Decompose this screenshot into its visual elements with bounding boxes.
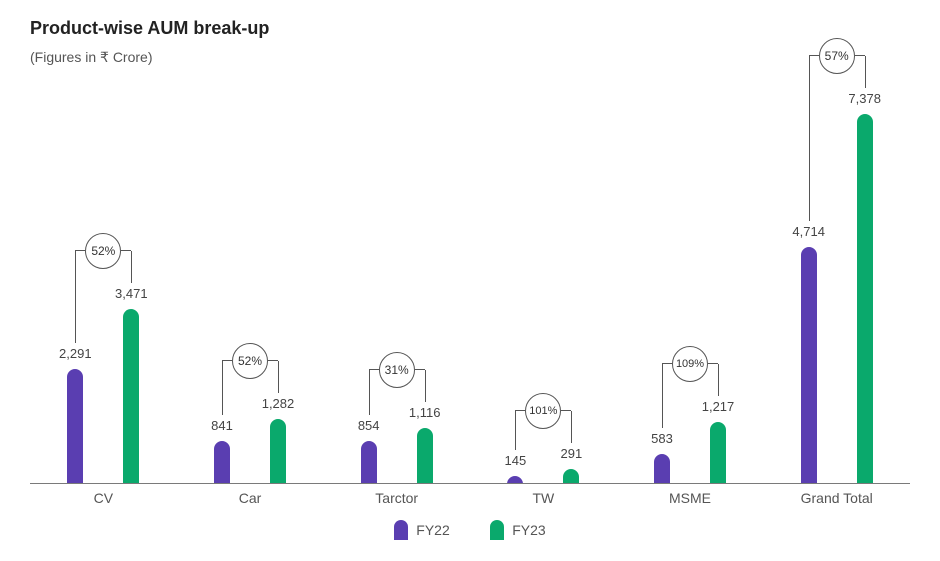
connector bbox=[75, 251, 76, 342]
bar-fy22 bbox=[361, 441, 377, 484]
bar-value-fy23: 7,378 bbox=[835, 91, 895, 106]
connector bbox=[369, 369, 379, 370]
category-label: CV bbox=[30, 484, 177, 514]
bar-value-fy22: 4,714 bbox=[779, 224, 839, 239]
bar-fy22 bbox=[214, 441, 230, 483]
chart-title: Product-wise AUM break-up bbox=[30, 18, 910, 39]
growth-bubble: 57% bbox=[819, 38, 855, 74]
aum-chart: 2,291 3,471 52% 841 1,282 52% 8541,116 31% 14529… bbox=[30, 84, 910, 514]
growth-bubble: 52% bbox=[232, 343, 268, 379]
bar-fy22 bbox=[67, 369, 83, 484]
legend-label-fy23: FY23 bbox=[512, 522, 545, 538]
connector bbox=[425, 370, 426, 402]
connector bbox=[708, 363, 718, 364]
bar-value-fy23: 3,471 bbox=[101, 286, 161, 301]
bar-value-fy22: 145 bbox=[485, 453, 545, 468]
bar-fy23 bbox=[710, 422, 726, 483]
growth-bubble: 52% bbox=[85, 233, 121, 269]
connector bbox=[222, 361, 223, 415]
connector bbox=[561, 410, 571, 411]
connector bbox=[369, 370, 370, 415]
growth-bubble: 101% bbox=[525, 393, 561, 429]
bar-fy23 bbox=[563, 469, 579, 484]
bar-groups: 2,291 3,471 52% 841 1,282 52% 8541,116 31% 14529… bbox=[30, 84, 910, 484]
legend-swatch-fy22 bbox=[394, 520, 408, 540]
bar-fy23 bbox=[270, 419, 286, 483]
category-label: MSME bbox=[617, 484, 764, 514]
bar-value-fy23: 1,282 bbox=[248, 396, 308, 411]
bar-fy23 bbox=[417, 428, 433, 484]
connector bbox=[515, 411, 516, 450]
category-group: 145291 101% bbox=[470, 84, 617, 484]
chart-subtitle: (Figures in ₹ Crore) bbox=[30, 49, 910, 66]
category-label: Car bbox=[177, 484, 324, 514]
connector bbox=[268, 360, 278, 361]
category-labels: CVCarTarctorTWMSMEGrand Total bbox=[30, 484, 910, 514]
bar-value-fy22: 854 bbox=[339, 418, 399, 433]
legend-label-fy22: FY22 bbox=[416, 522, 449, 538]
connector bbox=[222, 360, 232, 361]
connector bbox=[855, 55, 865, 56]
legend: FY22 FY23 bbox=[30, 520, 910, 545]
bar-fy22 bbox=[801, 247, 817, 483]
bar-fy23 bbox=[123, 309, 139, 483]
connector bbox=[75, 250, 85, 251]
legend-swatch-fy23 bbox=[490, 520, 504, 540]
connector bbox=[131, 251, 132, 283]
bar-value-fy23: 1,217 bbox=[688, 399, 748, 414]
category-group: 583 1,217 109% bbox=[617, 84, 764, 484]
category-group: 841 1,282 52% bbox=[177, 84, 324, 484]
legend-item-fy22: FY22 bbox=[394, 520, 449, 540]
connector bbox=[809, 56, 810, 222]
bar-value-fy23: 291 bbox=[541, 446, 601, 461]
category-label: TW bbox=[470, 484, 617, 514]
bar-value-fy23: 1,116 bbox=[395, 405, 455, 420]
bar-value-fy22: 583 bbox=[632, 431, 692, 446]
connector bbox=[662, 364, 663, 428]
connector bbox=[865, 56, 866, 88]
connector bbox=[121, 250, 131, 251]
category-label: Tarctor bbox=[323, 484, 470, 514]
connector bbox=[809, 55, 819, 56]
bar-value-fy22: 841 bbox=[192, 418, 252, 433]
bar-fy22 bbox=[654, 454, 670, 483]
connector bbox=[415, 369, 425, 370]
connector bbox=[662, 363, 672, 364]
legend-item-fy23: FY23 bbox=[490, 520, 545, 540]
category-group: 2,291 3,471 52% bbox=[30, 84, 177, 484]
bar-value-fy22: 2,291 bbox=[45, 346, 105, 361]
growth-bubble: 31% bbox=[379, 352, 415, 388]
bar-fy23 bbox=[857, 114, 873, 484]
chart-page: Product-wise AUM break-up (Figures in ₹ … bbox=[0, 0, 940, 561]
category-group: 8541,116 31% bbox=[323, 84, 470, 484]
category-group: 4,7147,37857% bbox=[763, 84, 910, 484]
connector bbox=[278, 361, 279, 393]
connector bbox=[718, 364, 719, 396]
connector bbox=[571, 411, 572, 443]
category-label: Grand Total bbox=[763, 484, 910, 514]
connector bbox=[515, 410, 525, 411]
growth-bubble: 109% bbox=[672, 346, 708, 382]
